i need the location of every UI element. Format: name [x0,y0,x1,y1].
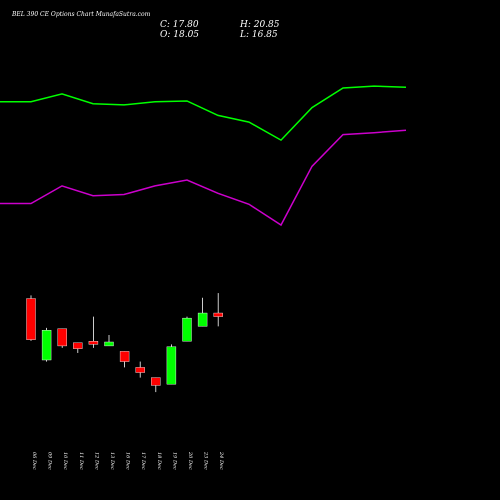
x-tick-label: 24 Dec [218,451,224,470]
x-tick-label: 11 Dec [78,452,84,470]
candle-body-up [197,312,208,327]
candle-body-down [57,328,67,347]
candle [73,342,83,353]
candle [57,328,67,348]
x-tick-label: 16 Dec [125,452,131,470]
chart-title: BEL 390 CE Options Chart MunafaSutra.com [11,11,151,18]
x-tick-label: 20 Dec [187,451,193,470]
candle-body-down [88,341,99,345]
candle [119,351,130,368]
close-value: C: 17.80 [160,20,199,30]
candle [182,316,192,342]
x-tick-label: 17 Dec [140,452,146,470]
lower-band-line [0,129,407,227]
high-value: H: 20.85 [239,20,280,30]
candle [26,295,36,341]
x-tick-label: 13 Dec [109,452,115,470]
candle-body-down [151,377,161,386]
candle [197,297,208,327]
open-value: O: 18.05 [160,30,199,40]
candle [41,327,52,362]
candle-body-up [182,317,192,342]
x-tick-label: 23 Dec [203,451,209,470]
candle-body-down [26,298,36,340]
x-tick-label: 09 Dec [47,452,53,470]
upper-band-line [0,85,407,142]
candle [151,377,161,393]
candle [104,334,114,347]
x-tick-label: 06 Dec [31,452,37,470]
candle [213,293,223,327]
x-tick-label: 19 Dec [171,452,177,470]
x-tick-label: 10 Dec [62,452,68,470]
x-tick-label: 18 Dec [156,452,162,470]
x-axis-ticks: 06 Dec 09 Dec 10 Dec 11 Dec 12 Dec 13 Dec 16 D… [31,451,224,470]
candle [88,316,99,348]
candle-body-down [73,342,83,349]
x-tick-label: 12 Dec [93,452,99,470]
candle-body-up [104,341,114,347]
candle [166,344,177,385]
candle-body-up [41,330,52,361]
candle-body-up [166,346,177,385]
candle-body-down [135,367,145,373]
candle-body-down [213,312,223,317]
candles-group [26,293,223,393]
candle-body-down [119,351,130,362]
candle [135,361,145,378]
low-value: L: 16.85 [239,30,278,40]
